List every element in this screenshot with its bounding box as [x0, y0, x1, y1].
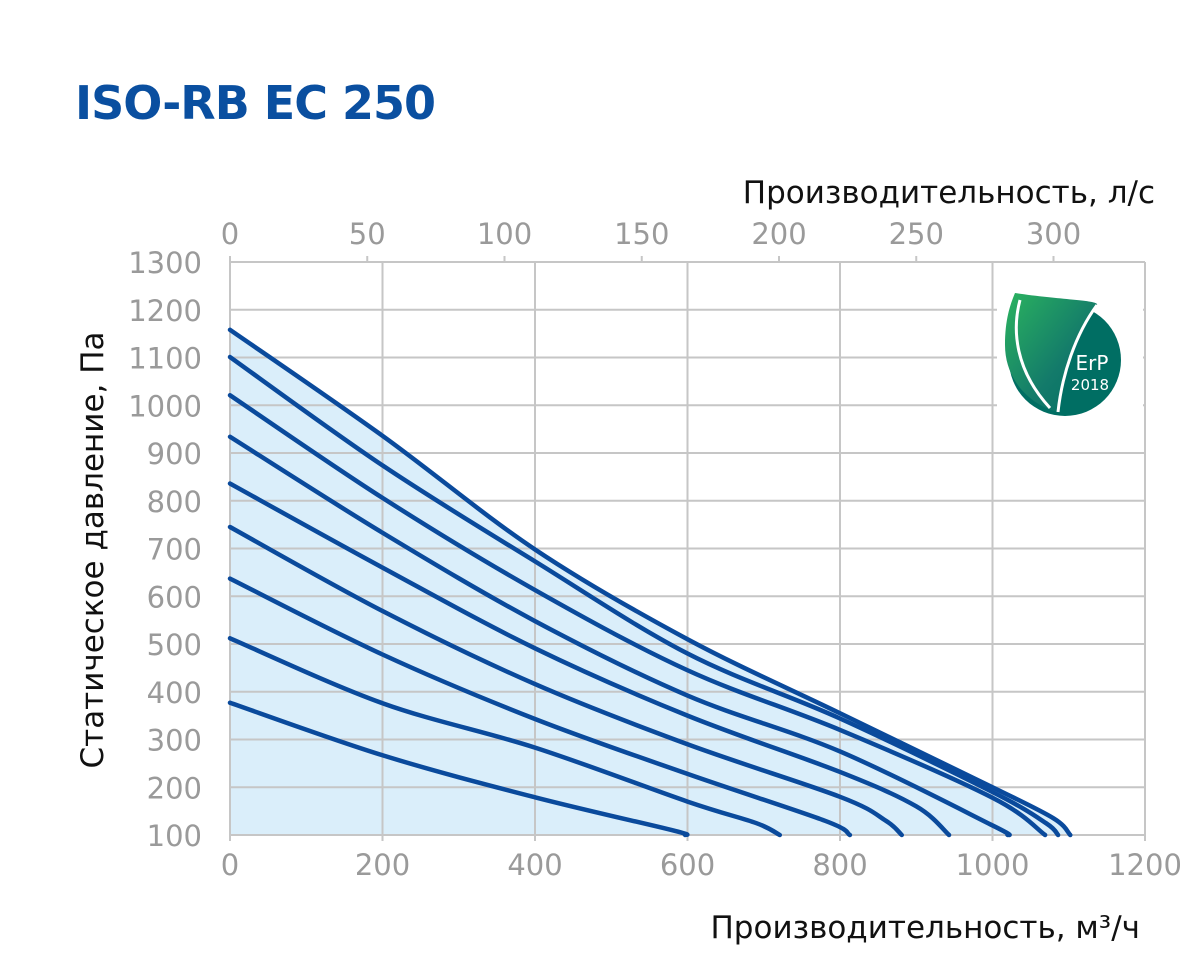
top-axis-label: Производительность, л/с [743, 175, 1155, 211]
x-tick-label: 400 [507, 848, 562, 882]
y-tick-label: 1200 [128, 294, 202, 328]
logo-year-text: 2018 [1071, 376, 1109, 394]
y-tick-label: 100 [147, 819, 202, 853]
envelope-fill [230, 329, 1071, 835]
x2-tick-label: 250 [889, 217, 944, 251]
y-tick-label: 1000 [128, 389, 202, 423]
y-tick-label: 1100 [128, 342, 202, 376]
y-tick-label: 800 [147, 485, 202, 519]
x-tick-label: 800 [812, 848, 867, 882]
x-tick-label: 200 [355, 848, 410, 882]
y-tick-label: 1300 [128, 246, 202, 280]
fan-curve-4 [227, 434, 1012, 838]
fan-curve-1 [227, 327, 1073, 838]
fan-curve-8 [227, 636, 783, 838]
x2-tick-label: 100 [477, 217, 532, 251]
erp-2018-logo: ErP 2018 [997, 284, 1143, 426]
x2-tick-label: 150 [614, 217, 669, 251]
fan-curve-5 [227, 481, 952, 838]
y-tick-label: 500 [147, 628, 202, 662]
y-tick-label: 600 [147, 580, 202, 614]
chart-title: ISO-RB EC 250 [75, 76, 436, 130]
y-tick-label: 400 [147, 676, 202, 710]
x2-tick-label: 200 [751, 217, 806, 251]
x2-tick-label: 0 [221, 217, 239, 251]
logo-erp-text: ErP [1076, 351, 1109, 375]
x2-tick-label: 50 [349, 217, 386, 251]
x2-tick-label: 300 [1026, 217, 1081, 251]
bottom-axis-label: Производительность, м³/ч [710, 910, 1140, 946]
x-tick-label: 600 [660, 848, 715, 882]
fan-curve-3 [227, 392, 1048, 838]
y-tick-label: 300 [147, 724, 202, 758]
fan-curve-6 [227, 524, 905, 838]
y-tick-label: 200 [147, 771, 202, 805]
x-tick-label: 0 [221, 848, 239, 882]
fan-curve-9 [227, 700, 690, 838]
fan-curve-2 [227, 354, 1061, 838]
x-tick-label: 1000 [956, 848, 1030, 882]
y-axis-label: Статическое давление, Па [75, 331, 111, 768]
fan-curve-7 [227, 576, 853, 838]
y-tick-label: 900 [147, 437, 202, 471]
y-tick-label: 700 [147, 533, 202, 567]
x-tick-label: 1200 [1108, 848, 1182, 882]
